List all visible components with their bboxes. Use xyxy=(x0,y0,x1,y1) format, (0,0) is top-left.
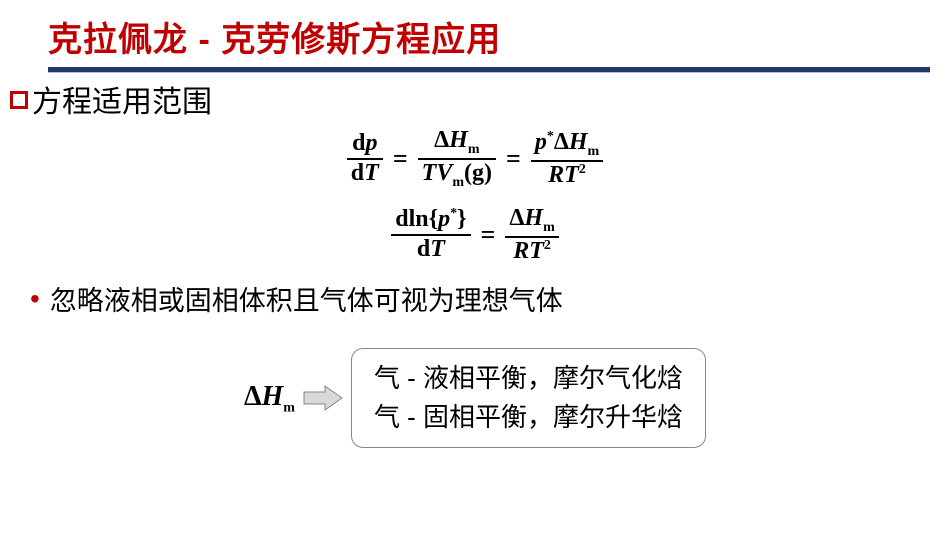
slide-title: 克拉佩龙 - 克劳修斯方程应用 xyxy=(48,12,930,65)
eq1-mid: ΔHm TVm(g) xyxy=(418,127,496,191)
eq1-rhs: p*ΔHm RT2 xyxy=(531,129,603,189)
eq2-rhs: ΔHm RT2 xyxy=(505,205,558,265)
slide: 克拉佩龙 - 克劳修斯方程应用 方程适用范围 dp dT = ΔHm TVm( xyxy=(0,0,950,535)
arrow-right-icon xyxy=(303,384,343,412)
equation-2: dln{p*} dT = ΔHm RT2 xyxy=(0,205,950,265)
equals-sign: = xyxy=(506,144,521,174)
info-line-1: 气 - 液相平衡，摩尔气化焓 xyxy=(374,359,683,398)
equals-sign: = xyxy=(481,220,496,250)
section-heading: 方程适用范围 xyxy=(32,77,212,121)
section-heading-row: 方程适用范围 xyxy=(0,77,950,121)
eq2-lhs: dln{p*} dT xyxy=(391,206,470,263)
title-underline xyxy=(48,67,930,73)
equation-block: dp dT = ΔHm TVm(g) = p*ΔHm RT2 xyxy=(0,127,950,265)
eq1-lhs: dp dT xyxy=(347,130,383,187)
bullet-dot-icon: • xyxy=(30,279,40,318)
bullet-square-icon xyxy=(10,91,28,109)
info-box: 气 - 液相平衡，摩尔气化焓 气 - 固相平衡，摩尔升华焓 xyxy=(351,348,706,448)
bullet-item: • 忽略液相或固相体积且气体可视为理想气体 xyxy=(0,279,950,318)
enthalpy-row: ΔHm 气 - 液相平衡，摩尔气化焓 气 - 固相平衡，摩尔升华焓 xyxy=(0,348,950,448)
equation-1: dp dT = ΔHm TVm(g) = p*ΔHm RT2 xyxy=(0,127,950,191)
title-row: 克拉佩龙 - 克劳修斯方程应用 xyxy=(0,12,950,73)
delta-h-label: ΔHm xyxy=(244,381,295,417)
info-line-2: 气 - 固相平衡，摩尔升华焓 xyxy=(374,398,683,437)
bullet-text: 忽略液相或固相体积且气体可视为理想气体 xyxy=(50,279,563,318)
equals-sign: = xyxy=(393,144,408,174)
